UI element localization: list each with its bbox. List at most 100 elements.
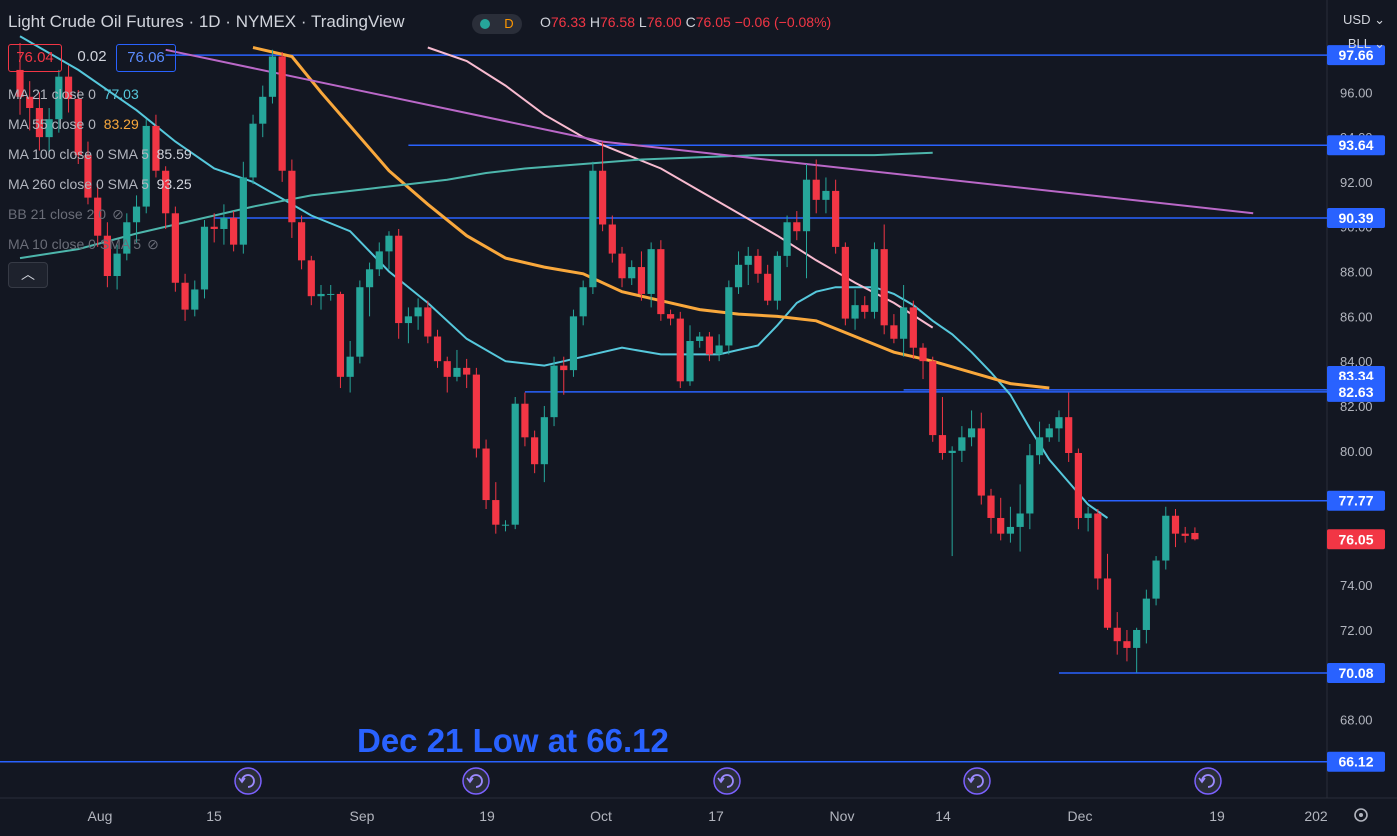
candle	[1181, 526, 1189, 543]
candle	[288, 159, 296, 238]
candle	[705, 332, 714, 362]
candle	[929, 356, 937, 442]
candle-body	[1055, 417, 1063, 429]
candle-body	[152, 125, 160, 171]
currency-selector[interactable]: USD ⌄	[1343, 12, 1385, 27]
candle-body	[1045, 428, 1053, 438]
replay-icon[interactable]	[462, 767, 490, 795]
candle	[822, 177, 830, 214]
candle	[967, 410, 976, 447]
price-tick-label: 74.00	[1340, 578, 1373, 593]
price-label-70-08: 70.08	[1327, 663, 1385, 683]
indicator-ma55[interactable]: MA 55 close 0 83.29	[8, 116, 139, 132]
candle-body	[404, 316, 412, 324]
candle	[870, 242, 879, 319]
candle-body	[220, 217, 228, 229]
candle	[268, 49, 277, 104]
candle-body	[929, 361, 937, 436]
price-tick-label: 84.00	[1340, 354, 1373, 369]
candle	[327, 284, 335, 301]
ask-box[interactable]: 76.06	[116, 44, 176, 72]
candle-body	[259, 96, 267, 124]
indicator-ma21[interactable]: MA 21 close 0 77.03	[8, 86, 139, 102]
candle	[841, 242, 849, 326]
collapse-legend-button[interactable]: ︿	[8, 262, 48, 288]
candle-body	[200, 226, 209, 290]
candle	[171, 206, 179, 292]
price-tick-label: 82.00	[1340, 399, 1373, 414]
candle-body	[463, 367, 471, 375]
unit-selector[interactable]: BLL ⌄	[1347, 36, 1385, 51]
candle	[35, 92, 44, 151]
candle-body	[725, 287, 733, 346]
price-tick-label: 88.00	[1340, 265, 1373, 280]
replay-icon[interactable]	[1194, 767, 1222, 795]
candle	[1191, 527, 1199, 541]
candle	[1142, 589, 1150, 644]
overlay-ma-100	[427, 46, 934, 329]
candle	[132, 195, 141, 243]
candle-body	[26, 96, 34, 109]
svg-text:97.66: 97.66	[1338, 47, 1373, 63]
candle	[1065, 392, 1073, 462]
eye-off-icon[interactable]: ⊘	[147, 236, 159, 252]
candle-body	[74, 99, 82, 156]
candle-body	[764, 273, 772, 301]
candle	[1152, 556, 1160, 606]
time-tick-label: 15	[206, 808, 222, 824]
candle	[938, 397, 947, 460]
candle-body	[239, 177, 247, 245]
candle-body	[113, 253, 121, 277]
candle	[666, 309, 675, 326]
candle	[26, 81, 34, 131]
eye-off-icon[interactable]: ⊘	[112, 206, 124, 222]
candle	[74, 90, 82, 165]
candle-body	[967, 428, 976, 438]
candle-body	[1123, 641, 1131, 648]
candle	[307, 255, 315, 306]
settings-gear-icon[interactable]	[1354, 808, 1368, 822]
replay-icon[interactable]	[234, 767, 262, 795]
candle-body	[375, 251, 383, 270]
candle-body	[560, 365, 568, 371]
price-tick-label: 68.00	[1340, 713, 1373, 728]
candle-body	[734, 264, 743, 288]
candle-body	[919, 347, 927, 362]
candle-body	[210, 226, 218, 229]
indicator-ma10[interactable]: MA 10 close 0 SMA 5 ⊘	[8, 236, 159, 252]
candle	[1045, 423, 1053, 442]
candle	[142, 119, 150, 214]
market-status-pill[interactable]: D	[472, 14, 522, 34]
market-status-badge: D	[504, 16, 514, 31]
bid-box[interactable]: 76.04	[8, 44, 62, 72]
indicator-ma260[interactable]: MA 260 close 0 SMA 5 93.25	[8, 176, 192, 192]
indicator-bb21[interactable]: BB 21 close 2 0 ⊘	[8, 206, 124, 222]
candle-body	[414, 307, 422, 317]
candle-body	[608, 224, 616, 254]
candle-body	[385, 235, 393, 252]
candle	[696, 332, 704, 348]
candle-body	[569, 316, 578, 371]
candle	[492, 482, 500, 534]
replay-icon[interactable]	[713, 767, 741, 795]
indicator-ma100[interactable]: MA 100 close 0 SMA 5 85.59	[8, 146, 192, 162]
candle	[1016, 484, 1024, 552]
svg-text:66.12: 66.12	[1338, 754, 1373, 770]
candle	[424, 300, 432, 344]
candle-body	[191, 289, 199, 310]
candle-body	[744, 255, 752, 265]
candle-body	[628, 267, 636, 279]
candle	[647, 242, 655, 308]
candle	[793, 211, 801, 241]
candle	[297, 215, 306, 270]
candle	[1133, 627, 1141, 673]
candle-body	[531, 437, 539, 465]
candle	[589, 161, 597, 294]
time-tick-label: Oct	[590, 808, 612, 824]
spread-value: 0.02	[77, 48, 107, 65]
candle	[754, 249, 762, 283]
price-label-82-63: 82.63	[1327, 381, 1385, 402]
replay-icon[interactable]	[963, 767, 991, 795]
